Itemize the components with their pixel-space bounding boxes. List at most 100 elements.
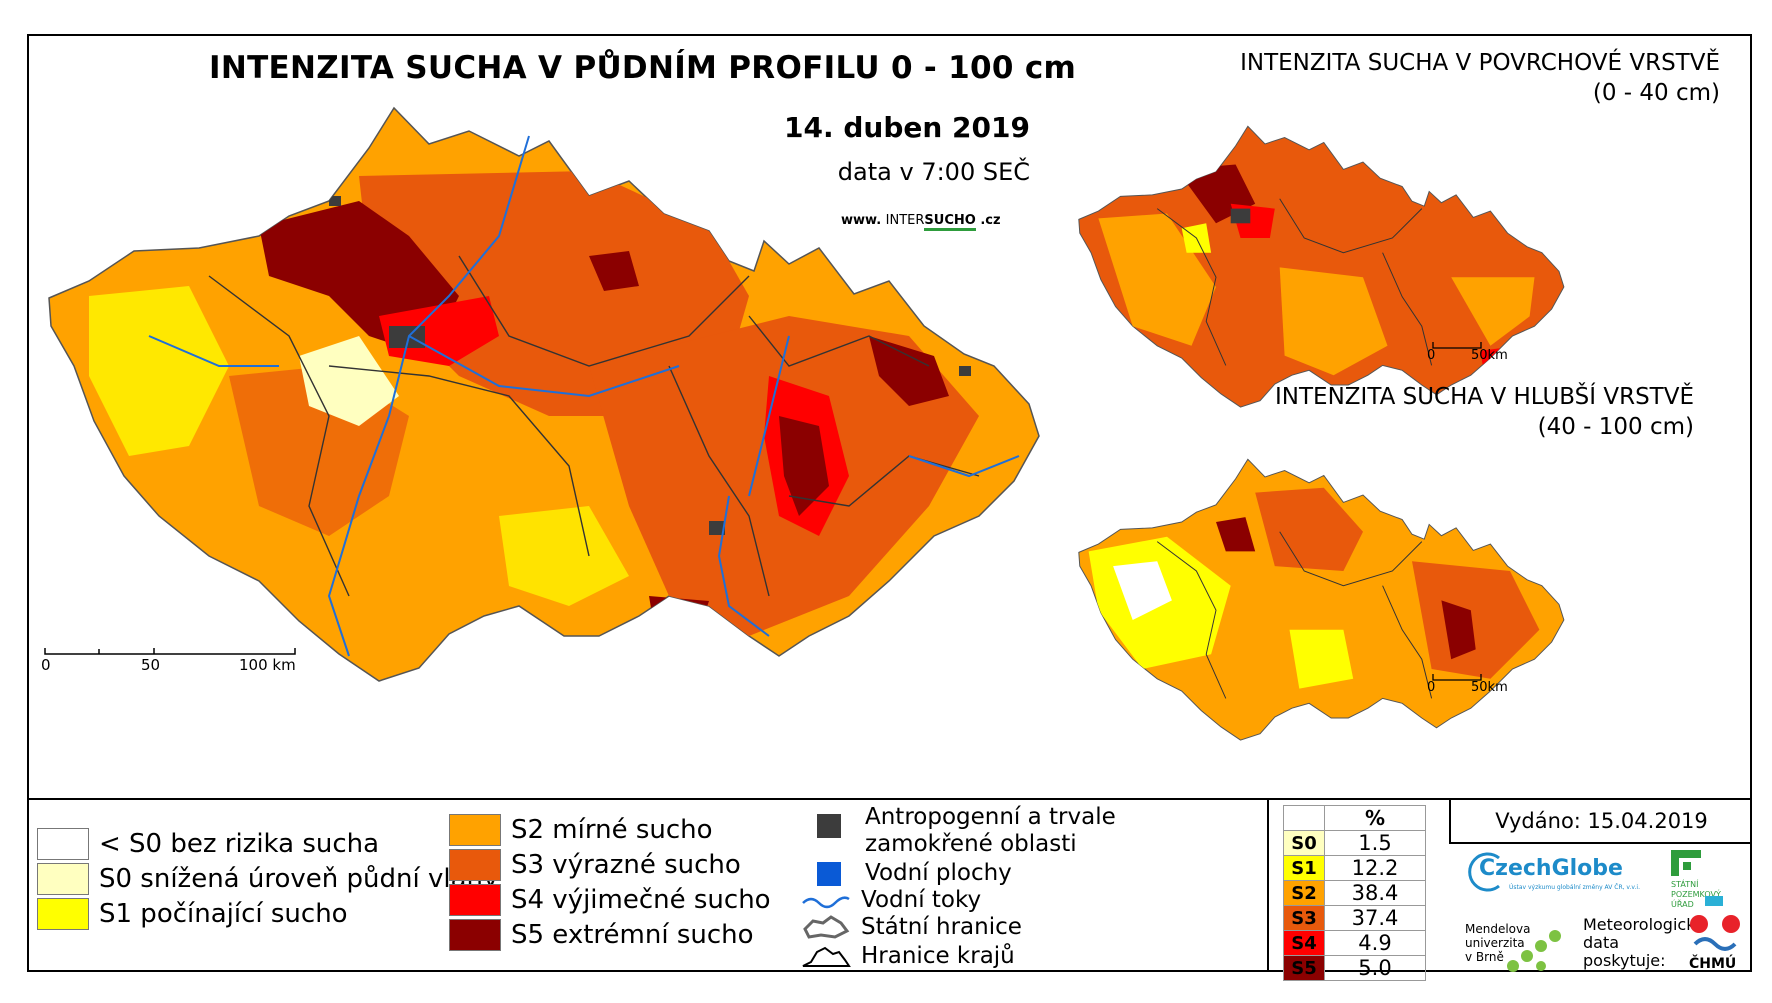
legend-separator <box>29 798 1750 800</box>
legend-label: S3 výrazné sucho <box>511 850 741 880</box>
czechglobe-logo: CzechGlobe <box>1479 856 1623 881</box>
legend-item-s0: S0 snížená úroveň půdní vláhy <box>37 863 498 895</box>
map-date: 14. duben 2019 <box>784 111 1030 144</box>
legend-item-region-border: Hranice krajů <box>801 942 1015 970</box>
legend-swatch <box>37 863 89 895</box>
deep-scale-bar <box>1432 674 1482 681</box>
legend-item-water-bodies: Vodní plochy <box>817 860 1012 887</box>
percent-value: 12.2 <box>1324 855 1426 881</box>
data-time: data v 7:00 SEČ <box>837 158 1030 186</box>
surface-scale-end: 50km <box>1471 348 1508 363</box>
legend-label: S0 snížená úroveň půdní vláhy <box>99 864 499 894</box>
percent-row-s2: S2 38.4 <box>1283 880 1426 906</box>
legend-item-anthropogenic: Antropogenní a trvale zamokřené oblasti <box>817 804 1116 858</box>
met-line2: data <box>1583 933 1620 952</box>
percent-class: S1 <box>1283 855 1325 881</box>
issued-date: Vydáno: 15.04.2019 <box>1449 800 1752 844</box>
legend-item-s5: S5 extrémní sucho <box>449 919 754 951</box>
legend-item-below-s0: < S0 bez rizika sucha <box>37 828 379 860</box>
percent-value: 37.4 <box>1324 905 1426 931</box>
map-frame: INTENZITA SUCHA V PŮDNÍM PROFILU 0 - 100… <box>27 34 1752 981</box>
deep-inset-title: INTENZITA SUCHA V HLUBŠÍ VRSTVĚ (40 - 10… <box>1275 382 1694 442</box>
percent-value: 38.4 <box>1324 880 1426 906</box>
percent-table-header: % <box>1283 805 1426 831</box>
legend-item-s2: S2 mírné sucho <box>449 814 713 846</box>
main-scale-zero: 0 <box>41 656 51 674</box>
spu-logo-icon <box>1671 850 1701 876</box>
percent-class: S2 <box>1283 880 1325 906</box>
anthropogenic-line1: Antropogenní a trvale <box>865 804 1116 830</box>
mendel-line1: Mendelova <box>1465 922 1531 936</box>
anthropogenic-line2: zamokřené oblasti <box>865 831 1077 857</box>
state-border-icon <box>803 915 850 939</box>
website-suffix: .cz <box>980 213 1001 228</box>
met-line1: Meteorologická <box>1583 915 1705 934</box>
legend-label: S5 extrémní sucho <box>511 920 754 950</box>
water-bodies-label: Vodní plochy <box>865 860 1012 886</box>
region-border-label: Hranice krajů <box>861 942 1015 969</box>
percent-class: S0 <box>1283 830 1325 856</box>
mendel-line3: v Brně <box>1465 950 1504 964</box>
main-scale-mid: 50 <box>141 656 161 674</box>
legend-item-s1: S1 počínající sucho <box>37 898 348 930</box>
main-title: INTENZITA SUCHA V PŮDNÍM PROFILU 0 - 100… <box>209 50 1077 86</box>
mendel-logo: Mendelova univerzita v Brně <box>1465 922 1530 964</box>
percent-row-s3: S3 37.4 <box>1283 905 1426 931</box>
legend-swatch <box>37 828 89 860</box>
provider-logos: CzechGlobe Ústav výzkumu globální změny … <box>1449 844 1752 972</box>
mendel-dots-icon <box>1507 930 1561 972</box>
main-drought-map <box>48 107 1040 682</box>
percent-header: % <box>1324 805 1426 831</box>
spu-logo: STÁTNÍ POZEMKOVÝ ÚŘAD <box>1671 880 1721 910</box>
percent-value: 1.5 <box>1324 830 1426 856</box>
state-border-label: Státní hranice <box>861 913 1022 940</box>
percent-row-s4: S4 4.9 <box>1283 930 1426 956</box>
czechglobe-subtitle: Ústav výzkumu globální změny AV ČR, v.v.… <box>1509 884 1640 891</box>
legend-label: < S0 bez rizika sucha <box>99 829 380 859</box>
percent-class: S5 <box>1283 955 1325 981</box>
deep-title-line1: INTENZITA SUCHA V HLUBŠÍ VRSTVĚ <box>1275 384 1694 410</box>
legend-swatch <box>449 884 501 916</box>
website-mid: INTER <box>885 213 925 228</box>
legend-swatch <box>449 814 501 846</box>
main-scale-end: 100 km <box>239 656 296 674</box>
table-divider <box>1267 800 1269 972</box>
met-data-label: Meteorologická data poskytuje: <box>1583 916 1705 970</box>
percent-value: 4.9 <box>1324 930 1426 956</box>
percent-row-s0: S0 1.5 <box>1283 830 1426 856</box>
legend-item-state-border: Státní hranice <box>801 913 1022 941</box>
chmu-logo-icon <box>1690 896 1740 951</box>
percent-class: S3 <box>1283 905 1325 931</box>
mendel-line2: univerzita <box>1465 936 1525 950</box>
met-line3: poskytuje: <box>1583 951 1666 970</box>
river-line-icon <box>802 895 850 908</box>
website-prefix: www. <box>841 213 882 228</box>
region-border-icon <box>802 946 851 967</box>
surface-title-line1: INTENZITA SUCHA V POVRCHOVÉ VRSTVĚ <box>1240 50 1720 76</box>
percent-table: % S0 1.5 S1 12.2 S2 38.4 S3 37.4 S4 4.9 … <box>1283 805 1426 981</box>
surface-title-line2: (0 - 40 cm) <box>1592 80 1720 106</box>
surface-scale-zero: 0 <box>1427 348 1436 363</box>
surface-inset-title: INTENZITA SUCHA V POVRCHOVÉ VRSTVĚ (0 - … <box>1240 48 1720 108</box>
chmu-logo: ČHMÚ <box>1689 956 1737 972</box>
legend-item-rivers: Vodní toky <box>801 887 981 914</box>
percent-row-s5: S5 5.0 <box>1283 955 1426 981</box>
legend-swatch <box>37 898 89 930</box>
anthropogenic-swatch <box>817 814 841 838</box>
surface-scale-bar <box>1432 342 1482 349</box>
deep-scale-zero: 0 <box>1427 680 1436 695</box>
deep-title-line2: (40 - 100 cm) <box>1537 414 1694 440</box>
main-scale-bar <box>44 648 296 655</box>
legend-label: S2 mírné sucho <box>511 815 713 845</box>
legend-label: S1 počínající sucho <box>99 899 348 929</box>
legend-item-s3: S3 výrazné sucho <box>449 849 741 881</box>
legend-swatch <box>449 919 501 951</box>
deep-scale-end: 50km <box>1471 680 1508 695</box>
czechglobe-logo-icon <box>1468 852 1500 892</box>
percent-class: S4 <box>1283 930 1325 956</box>
spu-line3: ÚŘAD <box>1671 900 1694 909</box>
percent-row-s1: S1 12.2 <box>1283 855 1426 881</box>
spu-line1: STÁTNÍ <box>1671 880 1699 889</box>
spu-line2: POZEMKOVÝ <box>1671 890 1721 899</box>
surface-inset-map <box>1078 125 1565 408</box>
